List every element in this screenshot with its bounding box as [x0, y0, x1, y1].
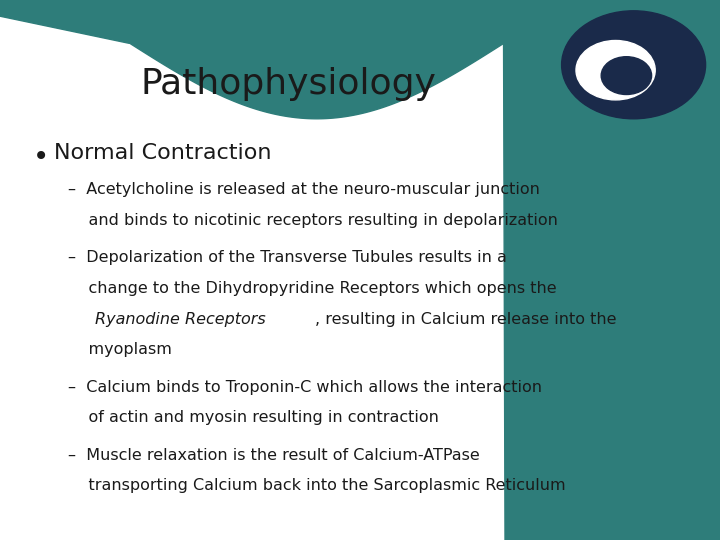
Text: myoplasm: myoplasm — [68, 342, 172, 357]
Text: and binds to nicotinic receptors resulting in depolarization: and binds to nicotinic receptors resulti… — [68, 213, 558, 228]
Text: Normal Contraction: Normal Contraction — [54, 143, 271, 163]
Text: –  Muscle relaxation is the result of Calcium-ATPase: – Muscle relaxation is the result of Cal… — [68, 448, 480, 463]
Text: –  Acetylcholine is released at the neuro-muscular junction: – Acetylcholine is released at the neuro… — [68, 182, 540, 197]
Text: , resulting in Calcium release into the: , resulting in Calcium release into the — [315, 312, 616, 327]
Text: Ryanodine Receptors: Ryanodine Receptors — [95, 312, 266, 327]
Text: –  Calcium binds to Troponin-C which allows the interaction: – Calcium binds to Troponin-C which allo… — [68, 380, 542, 395]
Text: change to the Dihydropyridine Receptors which opens the: change to the Dihydropyridine Receptors … — [68, 281, 557, 296]
Text: transporting Calcium back into the Sarcoplasmic Reticulum: transporting Calcium back into the Sarco… — [68, 478, 566, 494]
Text: •: • — [32, 143, 49, 171]
Circle shape — [601, 57, 652, 94]
Text: of actin and myosin resulting in contraction: of actin and myosin resulting in contrac… — [68, 410, 439, 426]
Text: Pathophysiology: Pathophysiology — [140, 67, 436, 100]
Text: –  Depolarization of the Transverse Tubules results in a: – Depolarization of the Transverse Tubul… — [68, 250, 508, 265]
Circle shape — [576, 40, 655, 100]
Circle shape — [562, 11, 706, 119]
